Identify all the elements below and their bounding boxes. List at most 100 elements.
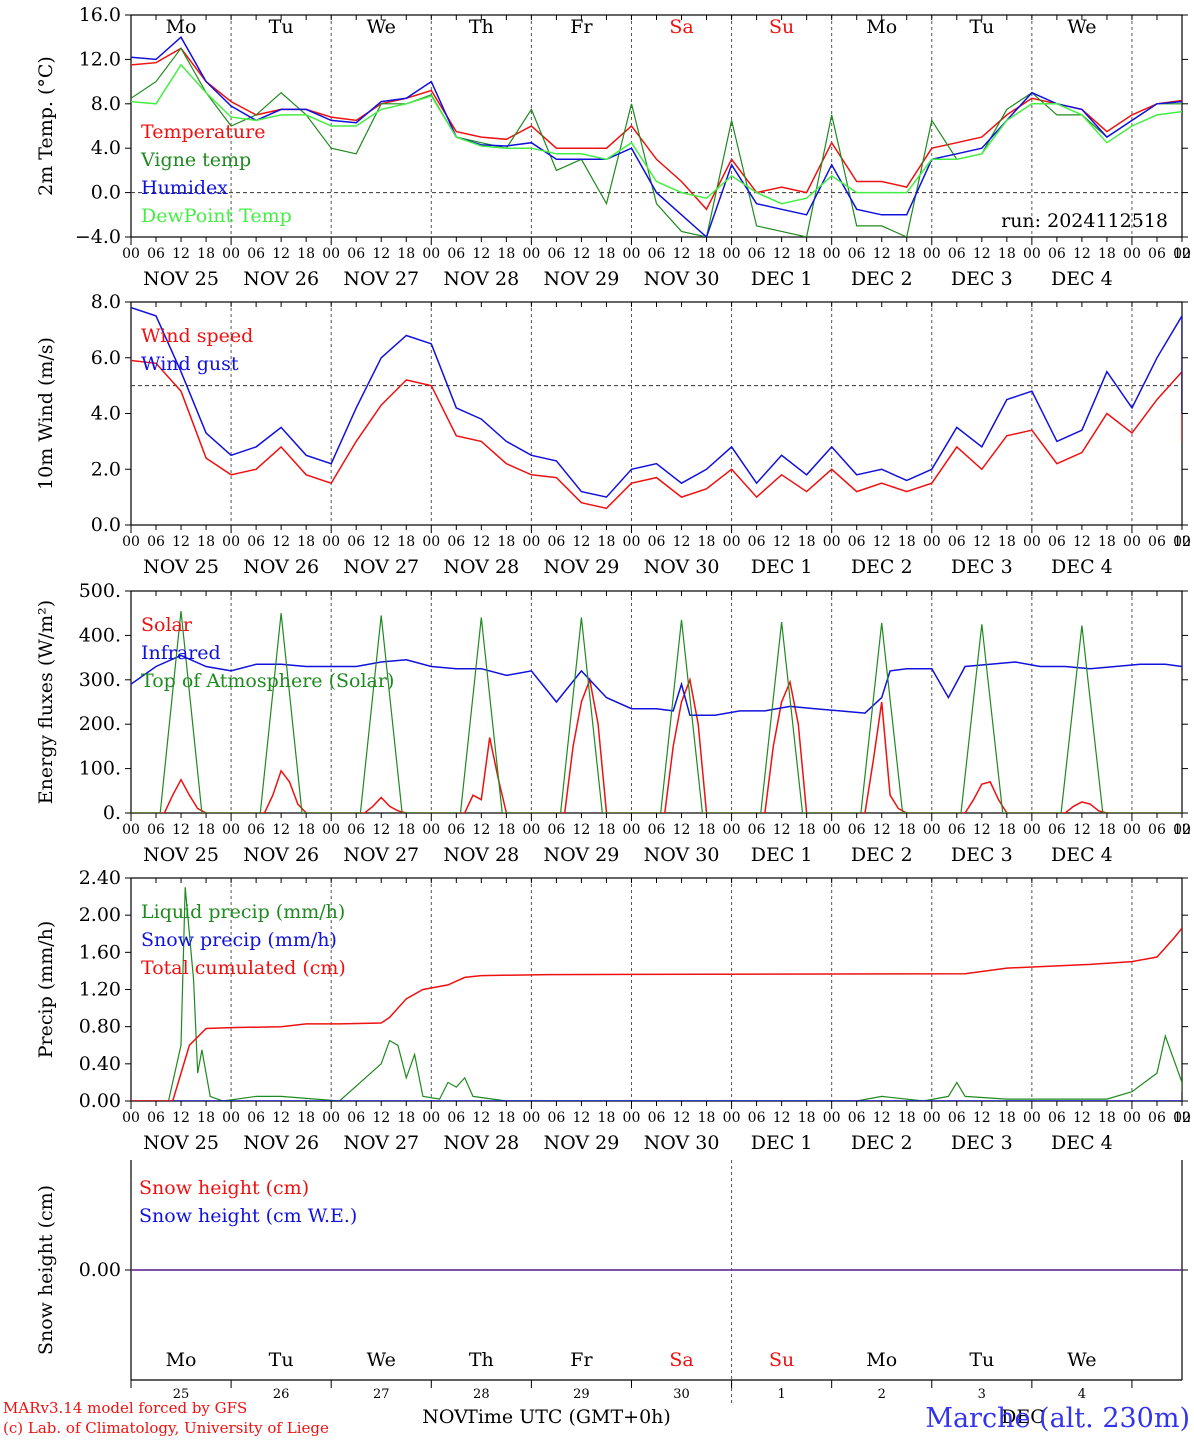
y-axis-title: 2m Temp. (°C) xyxy=(35,56,57,196)
y-axis-title: 10m Wind (m/s) xyxy=(35,337,57,490)
x-tick-label: 18 xyxy=(397,534,415,550)
x-tick-label: 06 xyxy=(748,246,766,262)
x-tick-label: 06 xyxy=(147,822,165,838)
date-label: DEC 1 xyxy=(751,1132,813,1154)
x-tick-label: 12 xyxy=(172,534,190,550)
x-tick-label: 06 xyxy=(1148,822,1166,838)
date-label: DEC 4 xyxy=(1051,268,1113,290)
x-tick-label: 12 xyxy=(372,534,390,550)
month-label-left: NOV xyxy=(422,1406,468,1428)
legend-entry: Wind speed xyxy=(141,325,253,347)
series-line xyxy=(131,677,1182,813)
legend-entry: Humidex xyxy=(141,177,228,199)
weekday-label: Th xyxy=(469,1349,494,1371)
y-tick-label: 0.80 xyxy=(79,1016,121,1038)
x-tick-label: 00 xyxy=(422,1110,440,1126)
x-tick-label: 12 xyxy=(673,246,691,262)
series-line xyxy=(131,887,1182,1101)
x-tick-label: 18 xyxy=(998,534,1016,550)
y-tick-label: −4.0 xyxy=(75,226,121,248)
x-tick-label: 06 xyxy=(547,534,565,550)
chart-panel-1: 16.0 12.0 8.0 4.0 0.0 −4.0 2m Temp. (°C) 00 06 12… xyxy=(35,4,1191,290)
date-label: NOV 26 xyxy=(243,844,319,866)
x-tick-label: 06 xyxy=(948,534,966,550)
x-tick-label: 12 xyxy=(272,1110,290,1126)
series-line xyxy=(131,359,1182,510)
x-tick-label: 18 xyxy=(197,534,215,550)
x-tick-label: 06 xyxy=(1048,822,1066,838)
x-tick-label: 06 xyxy=(848,534,866,550)
y-tick-label: 1.60 xyxy=(79,941,121,963)
x-tick-label: 18 xyxy=(297,1110,315,1126)
x-tick-label: 00 xyxy=(723,246,741,262)
x-tick-label: 18 xyxy=(197,822,215,838)
x-tick-label: 12 xyxy=(172,1110,190,1126)
x-tick-label: 06 xyxy=(1048,1110,1066,1126)
weekday-label: Mo xyxy=(166,1349,197,1371)
date-label: NOV 25 xyxy=(143,1132,219,1154)
x-tick-label: 06 xyxy=(748,1110,766,1126)
legend-entry: Snow precip (mm/h) xyxy=(141,929,337,951)
legend-entry: Temperature xyxy=(141,121,265,143)
x-tick-label: 00 xyxy=(1173,534,1191,550)
y-tick-label: 2.00 xyxy=(79,904,121,926)
x-tick-label: 18 xyxy=(397,822,415,838)
x-tick-label: 00 xyxy=(122,534,140,550)
y-axis-title: Precip (mm/h) xyxy=(35,921,57,1059)
chart-panel-2: 8.0 6.0 4.0 2.0 0.0 10m Wind (m/s) 00 06 12 18 00 0… xyxy=(35,291,1191,578)
location-label: Marche (alt. 230m) xyxy=(925,1403,1190,1434)
x-tick-label: 18 xyxy=(1098,246,1116,262)
date-label: DEC 3 xyxy=(951,268,1013,290)
x-tick-label: 00 xyxy=(823,1110,841,1126)
x-tick-label: 00 xyxy=(122,1110,140,1126)
x-tick-label: 12 xyxy=(873,246,891,262)
x-tick-label: 18 xyxy=(998,822,1016,838)
x-tick-label: 12 xyxy=(773,534,791,550)
legend-entry: Infrared xyxy=(141,642,221,664)
x-tick-label: 12 xyxy=(1073,822,1091,838)
x-tick-label: 12 xyxy=(973,534,991,550)
x-tick-label: 06 xyxy=(147,246,165,262)
x-tick-label: 18 xyxy=(698,822,716,838)
x-tick-label: 06 xyxy=(848,822,866,838)
weekday-label: We xyxy=(367,16,396,38)
date-label: NOV 27 xyxy=(343,268,419,290)
x-tick-label: 18 xyxy=(297,246,315,262)
x-tick-label: 00 xyxy=(522,534,540,550)
x-tick-label: 12 xyxy=(272,246,290,262)
x-tick-label: 06 xyxy=(247,822,265,838)
x-tick-label: 18 xyxy=(197,246,215,262)
x-tick-label: 12 xyxy=(573,534,591,550)
x-tick-label: 18 xyxy=(798,246,816,262)
x-tick-label: 00 xyxy=(322,534,340,550)
x-tick-label: 18 xyxy=(798,822,816,838)
x-tick-label: 06 xyxy=(547,822,565,838)
x-tick-label: 00 xyxy=(923,246,941,262)
x-tick-label: 12 xyxy=(1073,534,1091,550)
x-tick-label: 18 xyxy=(598,822,616,838)
date-label: NOV 27 xyxy=(343,844,419,866)
x-tick-label: 18 xyxy=(497,534,515,550)
day-number-label: 29 xyxy=(573,1387,590,1402)
day-number-label: 1 xyxy=(777,1387,785,1402)
legend-entry: Snow height (cm) xyxy=(139,1177,309,1199)
date-label: NOV 28 xyxy=(443,1132,519,1154)
date-label: DEC 1 xyxy=(751,844,813,866)
x-tick-label: 12 xyxy=(773,822,791,838)
x-tick-label: 12 xyxy=(472,1110,490,1126)
x-tick-label: 06 xyxy=(347,1110,365,1126)
x-tick-label: 18 xyxy=(397,246,415,262)
date-label: NOV 30 xyxy=(644,844,720,866)
y-tick-label: 100. xyxy=(79,758,121,780)
x-tick-label: 06 xyxy=(748,534,766,550)
legend-entry: Top of Atmosphere (Solar) xyxy=(141,670,394,692)
x-tick-label: 12 xyxy=(573,822,591,838)
x-tick-label: 00 xyxy=(623,246,641,262)
x-tick-label: 06 xyxy=(948,1110,966,1126)
x-tick-label: 06 xyxy=(1148,1110,1166,1126)
x-tick-label: 06 xyxy=(848,1110,866,1126)
x-tick-label: 06 xyxy=(447,822,465,838)
x-tick-label: 12 xyxy=(372,246,390,262)
month-label-right: DEC xyxy=(1001,1406,1045,1428)
y-tick-label: 8.0 xyxy=(91,291,121,313)
